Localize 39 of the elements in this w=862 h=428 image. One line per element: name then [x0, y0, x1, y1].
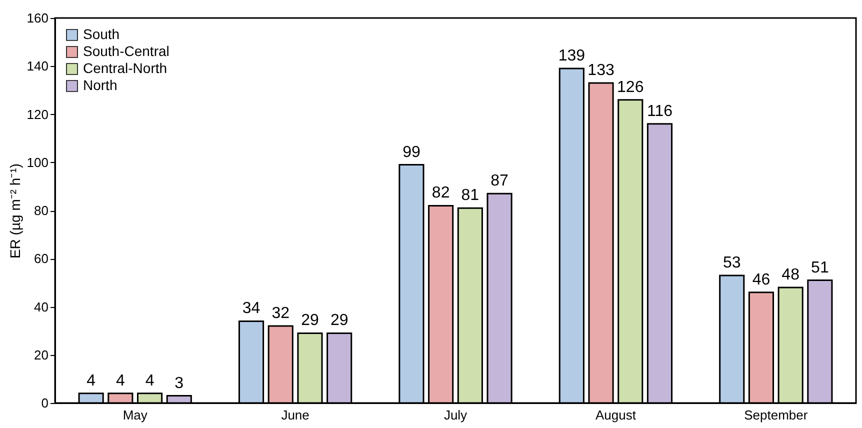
data-label: 126 [617, 78, 644, 96]
data-label: 29 [301, 312, 319, 330]
y-tick-label: 140 [26, 58, 48, 74]
x-tick-label: June [281, 408, 310, 422]
x-tick-label: August [595, 408, 636, 422]
data-label: 29 [330, 312, 348, 330]
y-tick-label: 80 [34, 203, 48, 218]
data-label: 4 [145, 372, 154, 390]
y-tick-label: 60 [34, 251, 48, 266]
data-label: 46 [752, 271, 770, 288]
data-label: 32 [272, 305, 290, 322]
data-label: 4 [86, 372, 96, 390]
data-label: 87 [490, 172, 509, 190]
x-tick-label: July [444, 408, 468, 422]
data-label: 4 [116, 372, 125, 390]
legend-label: Central-North [83, 60, 168, 76]
y-tick-label: 160 [26, 10, 48, 26]
x-tick-label: September [744, 408, 808, 422]
legend-label: South-Central [83, 43, 170, 59]
data-label: 139 [558, 48, 586, 65]
data-label: 82 [432, 184, 450, 202]
y-tick-label: 120 [26, 106, 48, 122]
data-label: 133 [588, 62, 614, 79]
y-tick-label: 40 [34, 299, 48, 314]
x-tick-label: May [122, 408, 148, 422]
data-label: 48 [782, 266, 800, 284]
legend-label: South [83, 26, 120, 42]
data-label: 81 [461, 187, 480, 204]
data-label: 116 [646, 102, 673, 120]
data-label: 3 [174, 374, 184, 392]
data-label: 34 [242, 300, 260, 318]
data-label: 99 [402, 144, 420, 161]
y-axis-title: ER (µg m⁻² h⁻¹) [6, 163, 23, 259]
legend-label: North [83, 77, 118, 93]
data-label: 51 [811, 259, 829, 276]
y-tick-label: 100 [26, 154, 48, 170]
y-tick-label: 0 [41, 396, 48, 410]
data-label: 53 [722, 254, 741, 272]
y-tick-label: 20 [34, 347, 48, 362]
